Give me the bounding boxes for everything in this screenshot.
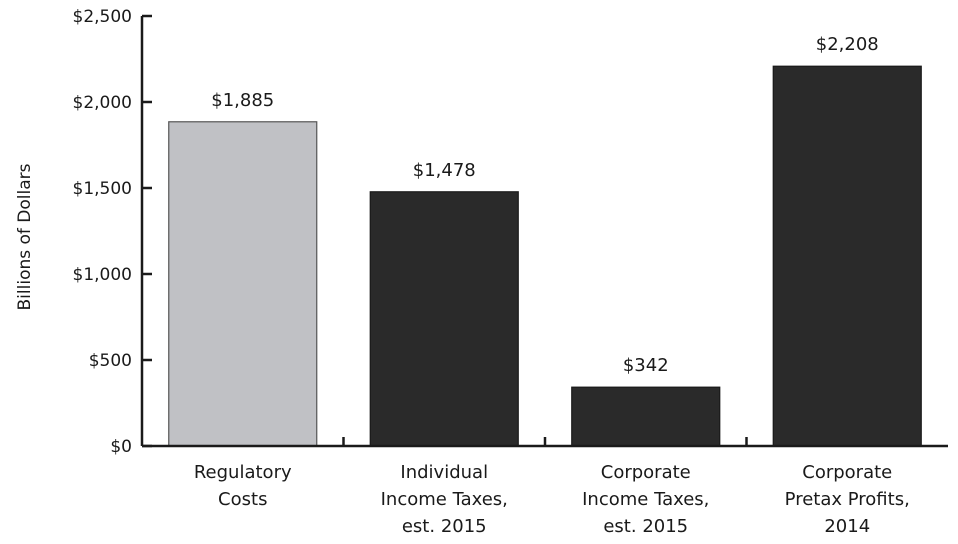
y-tick-label: $2,000 [73,93,132,113]
bar-value-label: $1,885 [211,90,274,111]
bar-value-label: $1,478 [413,160,476,181]
x-category-label: Individual Income Taxes, est. 2015 [381,462,508,537]
x-category-label-line: Income Taxes, [381,489,508,510]
y-tick-label: $1,000 [73,265,132,285]
x-category-label: Regulatory Costs [194,462,292,510]
x-category-label-line: est. 2015 [603,516,688,537]
bar-value-label: $342 [623,355,669,376]
bar [772,65,922,447]
x-category-label-line: Corporate [802,462,892,483]
y-axis-title-group: Billions of Dollars [15,163,35,310]
x-category-label-line: Corporate [601,462,691,483]
x-category-label-line: Income Taxes, [582,489,709,510]
x-axis-ticks [342,437,748,446]
y-axis-ticks: $0 $500 $1,000 $1,500 $2,000 $2,500 [73,7,152,457]
bar [369,191,519,447]
x-category-label-line: est. 2015 [402,516,487,537]
y-axis-title: Billions of Dollars [15,163,35,310]
y-tick-label: $500 [89,351,132,371]
category-labels-group: Regulatory Costs Individual Income Taxes, es… [194,462,910,537]
value-labels-group: $1,885 $1,478 $342 $2,208 [211,34,878,376]
bar-value-label: $2,208 [816,34,879,55]
x-category-label: Corporate Income Taxes, est. 2015 [582,462,709,537]
x-category-label-line: Regulatory [194,462,292,483]
bar [571,386,721,447]
y-tick-label: $0 [110,437,132,457]
x-category-label: Corporate Pretax Profits, 2014 [785,462,910,537]
x-category-label-line: Pretax Profits, [785,489,910,510]
x-category-label-line: Individual [400,462,488,483]
x-category-label-line: 2014 [824,516,870,537]
bar [168,121,318,447]
y-tick-label: $2,500 [73,7,132,27]
bars-group [168,65,922,447]
x-category-label-line: Costs [218,489,267,510]
y-tick-label: $1,500 [73,179,132,199]
